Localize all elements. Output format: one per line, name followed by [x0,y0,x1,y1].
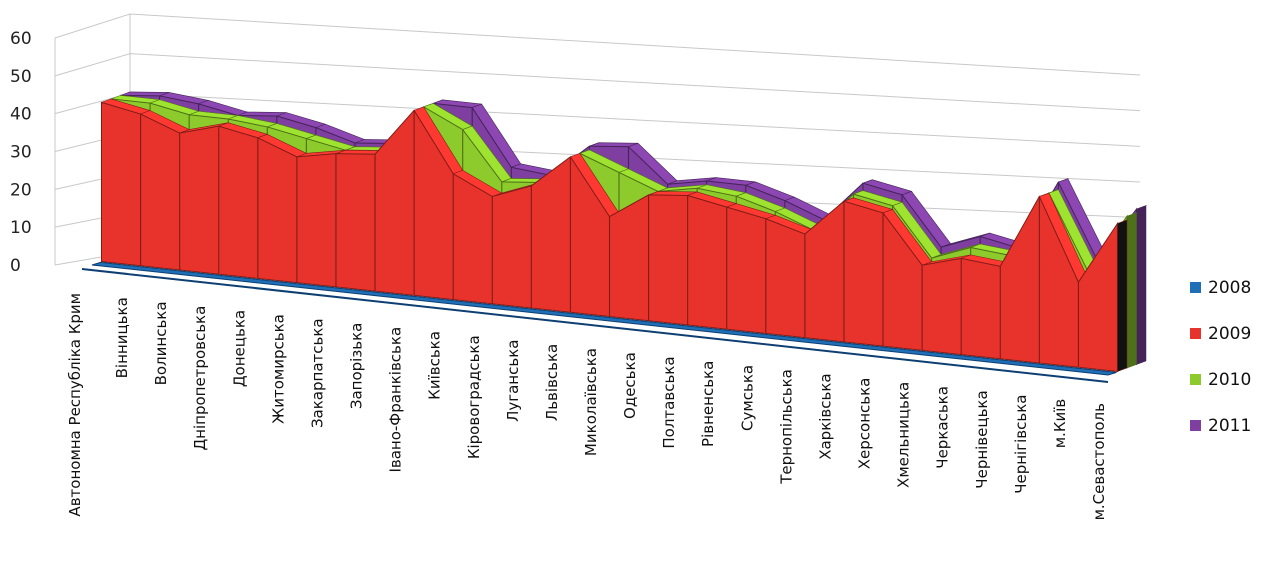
y-tick-label: 20 [10,180,32,200]
y-tick-label: 10 [10,218,32,238]
y-tick-label: 50 [10,67,32,87]
gridline-60 [54,13,1141,76]
y-tick-label: 40 [10,105,32,125]
y-axis-tick-labels: 0 10 20 30 40 50 60 [10,29,32,276]
legend-swatch [1190,420,1201,431]
x-tick-label: Київська [426,331,444,400]
legend-swatch [1190,282,1201,293]
x-tick-label: Закарпатська [308,318,326,428]
x-tick-label: Рівненська [699,361,717,447]
chart-series [81,91,1147,383]
legend-label: 2011 [1208,416,1251,436]
x-tick-label: Харківська [816,373,834,459]
series-2009 [100,98,1128,373]
x-tick-label: Чернігівська [1012,395,1030,494]
legend-item-2008: 2008 [1190,278,1251,298]
x-tick-label: Дніпропетровська [191,306,209,451]
chart-legend: 2008 2009 2010 2011 [1190,278,1251,436]
x-tick-label: Тернопільська [777,369,795,485]
series-2009-side [1117,219,1128,372]
x-tick-label: Кіровоградська [465,335,483,459]
x-tick-label: Сумська [738,365,756,431]
x-tick-label: Волинська [152,301,170,385]
legend-item-2011: 2011 [1190,416,1251,436]
x-axis-tick-labels: Автономна Республіка Крим Вінницька Волинс… [66,293,1108,520]
x-tick-label: Херсонська [856,378,874,470]
series-2008-edge [81,268,1109,383]
x-tick-label: Запорізька [348,323,366,410]
x-tick-label: Луганська [504,340,522,422]
y-tick-label: 30 [10,143,32,163]
x-tick-label: Полтавська [660,356,678,448]
x-tick-label: Івано-Франківська [387,327,405,473]
x-tick-label: Вінницька [113,297,131,378]
legend-label: 2008 [1208,278,1251,298]
x-tick-label: м.Київ [1051,399,1069,449]
y-tick-label: 60 [10,29,32,49]
x-tick-label: Автономна Республіка Крим [66,293,84,517]
series-2008-floor [91,261,1117,376]
x-tick-label: Львівська [543,344,561,421]
x-tick-label: Чернівецька [973,390,991,488]
x-tick-label: м.Севастополь [1090,403,1108,520]
x-tick-label: Житомирська [269,314,287,424]
series-2010-side [1126,212,1137,369]
legend-item-2009: 2009 [1190,324,1251,344]
y-tick-label: 0 [10,256,21,276]
x-tick-label: Донецька [230,310,248,387]
x-tick-label: Миколаївська [582,348,600,456]
gridline-50 [54,53,1141,112]
x-tick-label: Одеська [621,352,639,419]
legend-swatch [1190,374,1201,385]
series-2011-side [1136,205,1147,365]
x-tick-label: Черкаська [934,386,952,469]
legend-label: 2010 [1208,370,1251,390]
legend-item-2010: 2010 [1190,370,1251,390]
legend-label: 2009 [1208,324,1251,344]
series-2008 [81,261,1117,383]
x-tick-label: Хмельницька [895,382,913,488]
legend-swatch [1190,328,1201,339]
